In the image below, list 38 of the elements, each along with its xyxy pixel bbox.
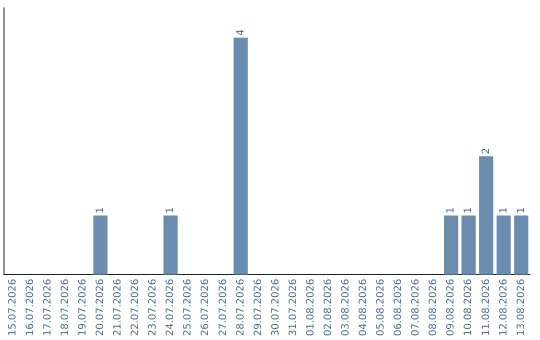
x-tick-label: 22.07.2026 <box>130 278 142 336</box>
data-label: 1 <box>516 207 527 214</box>
x-tick-label: 18.07.2026 <box>60 278 71 336</box>
data-label: 4 <box>235 29 246 36</box>
x-tick-label: 04.08.2026 <box>358 278 370 336</box>
x-tick-label: 20.07.2026 <box>95 278 106 336</box>
x-tick-label: 17.07.2026 <box>42 278 54 336</box>
x-tick-label: 24.07.2026 <box>165 278 176 336</box>
data-label: 2 <box>480 148 492 154</box>
x-tick-label: 12.08.2026 <box>498 278 510 336</box>
x-tick-label: 05.08.2026 <box>376 278 387 336</box>
x-tick-label: 11.08.2026 <box>480 278 492 336</box>
x-tick-label: 27.07.2026 <box>218 278 229 336</box>
data-label: 1 <box>446 207 457 214</box>
x-tick-label: 15.07.2026 <box>7 278 18 336</box>
data-label: 1 <box>165 207 176 214</box>
x-tick-label: 16.07.2026 <box>24 278 36 336</box>
x-tick-label: 01.08.2026 <box>305 278 316 336</box>
data-label: 1 <box>498 207 510 214</box>
data-label: 1 <box>95 207 106 214</box>
x-tick-label: 29.07.2026 <box>252 278 264 336</box>
x-tick-label: 13.08.2026 <box>516 278 527 336</box>
x-tick-label: 25.07.2026 <box>182 278 194 336</box>
x-tick-label: 03.08.2026 <box>340 278 352 336</box>
x-tick-label: 07.08.2026 <box>410 278 422 336</box>
x-tick-label: 31.07.2026 <box>288 278 299 336</box>
x-tick-label: 26.07.2026 <box>200 278 212 336</box>
data-label: 1 <box>463 207 474 214</box>
x-tick-label: 23.07.2026 <box>148 278 159 336</box>
x-tick-label: 21.07.2026 <box>112 278 124 336</box>
x-tick-label: 08.08.2026 <box>428 278 440 336</box>
x-tick-label: 02.08.2026 <box>322 278 334 336</box>
x-tick-label: 06.08.2026 <box>393 278 404 336</box>
x-tick-label: 10.08.2026 <box>463 278 474 336</box>
x-tick-label: 30.07.2026 <box>270 278 282 336</box>
x-tick-label: 09.08.2026 <box>446 278 457 336</box>
x-tick-label: 28.07.2026 <box>235 278 246 336</box>
x-tick-label: 19.07.2026 <box>77 278 88 336</box>
